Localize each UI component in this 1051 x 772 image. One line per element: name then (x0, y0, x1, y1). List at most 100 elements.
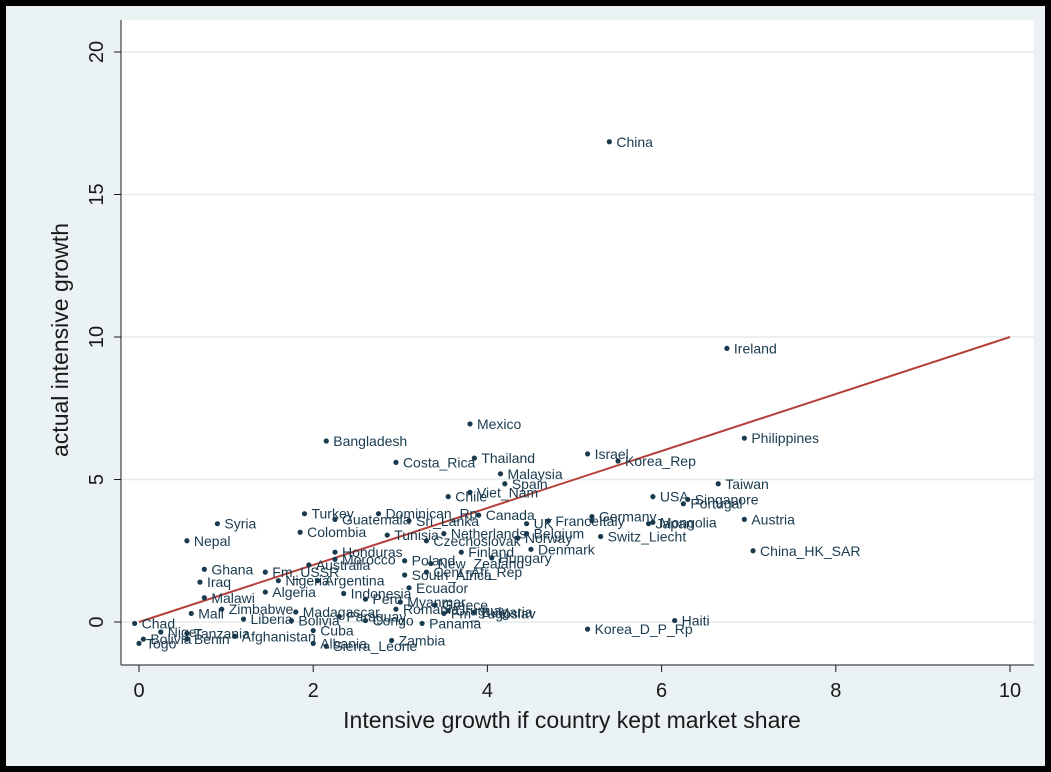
data-points: China Ireland Mexico Philippines Bangladesh I… (132, 134, 860, 654)
point-label: Malawi (211, 590, 255, 606)
point-label: Korea_D_P_Rp (595, 621, 693, 637)
y-axis-title: actual intensive growth (47, 223, 73, 457)
data-point (672, 617, 678, 624)
data-point (332, 556, 338, 562)
point-label: Sierra_Leone (333, 638, 417, 654)
data-point (428, 560, 434, 567)
data-point (471, 609, 477, 615)
point-label: Switz_Liecht (608, 529, 687, 545)
data-point (158, 629, 164, 635)
data-point (201, 566, 207, 572)
point-label: Germany (599, 509, 657, 525)
point-label: Japan (656, 516, 694, 532)
x-tick-label: 2 (308, 680, 319, 702)
y-tick-label: 10 (86, 326, 108, 348)
point-label: UK (534, 516, 554, 532)
y-tick-label: 5 (86, 474, 108, 485)
point-label: Algeria (272, 584, 316, 600)
data-point (184, 630, 190, 637)
point-label: Argentina (325, 573, 385, 589)
point-label: Austria (751, 511, 795, 527)
data-point (650, 494, 656, 500)
fit-line (138, 336, 1011, 623)
data-point (214, 521, 220, 527)
data-point (715, 481, 721, 487)
data-point (306, 562, 312, 568)
x-tick-label: 10 (999, 680, 1021, 702)
point-label: Honduras (342, 544, 403, 560)
point-label: Singapore (695, 491, 759, 507)
point-label: Turkey (311, 506, 353, 522)
data-point (497, 471, 504, 477)
data-point (606, 139, 612, 145)
point-label: Italy (599, 513, 625, 529)
data-point (197, 579, 203, 585)
data-point (288, 617, 295, 624)
point-label: Belgium (534, 526, 585, 542)
point-label: Thailand (481, 450, 535, 466)
y-tick-labels: 0 5 10 15 20 (86, 41, 121, 628)
data-point (467, 489, 473, 495)
data-point (741, 435, 747, 441)
data-point (680, 501, 686, 507)
point-label: Hungary (499, 550, 552, 566)
point-label: China_HK_SAR (760, 543, 860, 559)
point-label: Morocco (342, 551, 396, 567)
data-point (219, 606, 225, 612)
point-label: Denmark (538, 541, 596, 557)
point-label: Czechoslovak (433, 533, 521, 549)
data-point (650, 519, 656, 525)
data-point (201, 595, 207, 601)
x-tick-label: 4 (482, 680, 493, 702)
point-label: Norway (525, 530, 572, 546)
point-label: Albania (320, 635, 367, 651)
point-label: Cent_Afr_Rep (433, 564, 522, 580)
data-point (406, 585, 412, 591)
point-label: Iraq (207, 574, 231, 590)
point-label: Fm_USSR (272, 564, 339, 580)
y-tick-label: 0 (86, 616, 108, 627)
point-label: Greece (442, 597, 488, 613)
data-point (445, 608, 451, 614)
point-label: Benin (194, 631, 230, 647)
data-point (297, 529, 303, 535)
point-label: Bulgaria (481, 604, 533, 620)
y-tick-label: 20 (86, 41, 108, 63)
point-label: USA (660, 489, 689, 505)
point-label: Paraguay (346, 608, 406, 624)
point-label: Cuba (320, 623, 354, 639)
axes (120, 20, 1034, 666)
data-point (545, 518, 551, 524)
point-label: Bolivia (150, 631, 191, 647)
point-label: Bangladesh (333, 433, 407, 449)
data-point (332, 549, 338, 555)
point-label: Nigeria (285, 573, 330, 589)
data-point (432, 602, 438, 608)
data-point (132, 620, 138, 627)
data-point (384, 532, 390, 538)
point-label: Uruguay (455, 603, 508, 619)
data-point (262, 569, 268, 575)
data-point (724, 345, 730, 351)
data-point (402, 558, 408, 564)
data-point (489, 555, 495, 561)
point-label: Taiwan (725, 476, 769, 492)
x-tick-label: 0 (133, 680, 144, 702)
point-label: Netherlands (451, 526, 526, 542)
x-tick-labels: 0 2 4 6 8 10 (133, 665, 1021, 702)
data-point (584, 451, 591, 457)
point-label: Ecuador (416, 580, 468, 596)
point-label: Malaysia (507, 466, 562, 482)
data-point (184, 538, 190, 544)
point-label: Ghana (211, 561, 253, 577)
data-point (232, 633, 238, 639)
data-point (741, 516, 747, 523)
x-tick-label: 8 (830, 680, 841, 702)
data-point (423, 569, 430, 575)
data-point (584, 626, 591, 632)
data-point (406, 518, 412, 524)
data-point (362, 596, 369, 602)
data-point (458, 549, 464, 555)
